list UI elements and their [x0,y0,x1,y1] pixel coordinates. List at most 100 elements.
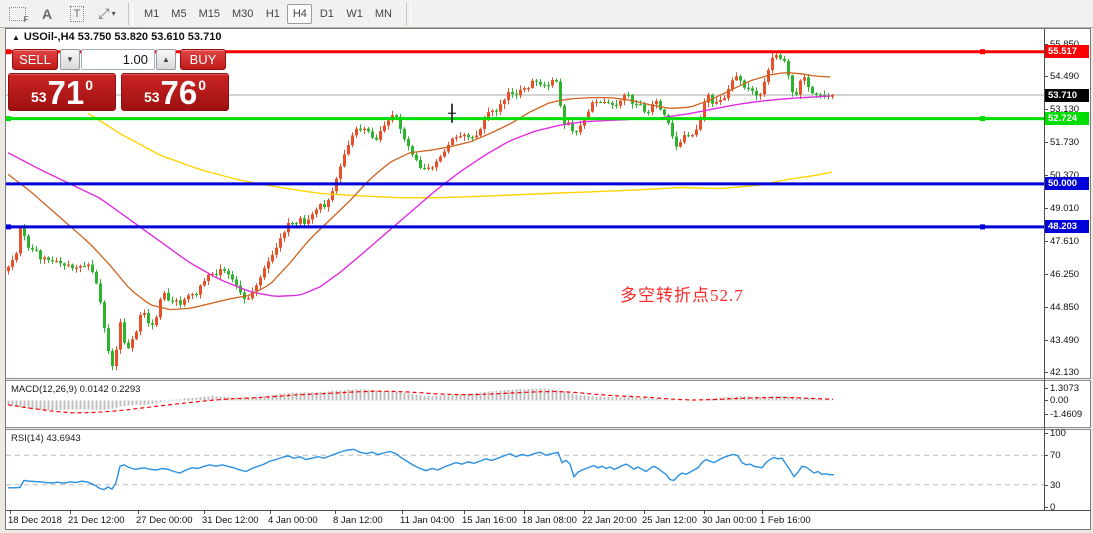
hline-left-handle[interactable] [6,224,11,230]
collapse-triangle-icon: ▲ [12,33,20,42]
rsi-panel-divider[interactable] [6,427,1091,430]
price-tick-label: 44.850 [1050,302,1080,314]
hline-right-handle[interactable] [980,49,985,55]
text-box-icon[interactable]: T [64,3,90,25]
rsi-indicator-canvas[interactable] [6,430,1044,509]
price-tick-mark [1044,307,1048,309]
timeframe-button-h4[interactable]: H4 [287,3,313,24]
buy-price-sup: 0 [198,77,207,93]
time-tick-label: 21 Dec 12:00 [68,515,125,526]
indicator-tick-label: 100 [1050,428,1066,439]
price-tick-label: 54.490 [1050,71,1080,83]
indicator-tick-mark [1044,414,1048,415]
price-line-badge: 52.724 [1045,112,1089,126]
time-tick-mark [138,510,139,514]
timeframe-button-h1[interactable]: H1 [265,7,280,20]
volume-input[interactable] [81,49,155,70]
indicator-tick-label: 0.00 [1050,395,1069,406]
hline-left-handle[interactable] [6,116,11,122]
hline-right-handle[interactable] [980,116,985,122]
text-box-icon-glyph: T [69,5,85,22]
buy-price[interactable]: 53 76 0 [121,73,229,111]
current-price-badge: 53.710 [1045,88,1089,102]
timeframe-button-m5[interactable]: M5 [171,7,187,20]
crosshair-grid-icon-glyph: F [8,6,29,24]
buy-price-main: 76 [160,73,198,111]
time-tick-mark [762,510,763,514]
text-label-icon[interactable]: A [41,5,53,22]
price-tick-mark [1044,108,1048,110]
time-tick-label: 30 Jan 00:00 [702,515,757,526]
sell-price-main: 71 [47,73,85,111]
time-tick-mark [270,510,271,514]
chart-title-text: USOil-,H4 53.750 53.820 53.610 53.710 [23,31,222,43]
rsi-label: RSI(14) 43.6943 [11,433,81,444]
time-tick-mark [464,510,465,514]
timeframe-button-m15[interactable]: M15 [198,7,220,20]
indicator-tick-label: 0 [1050,502,1056,513]
time-tick-label: 25 Jan 12:00 [642,515,697,526]
price-tick-mark [1044,76,1048,78]
time-tick-label: 4 Jan 00:00 [268,515,318,526]
price-tick-label: 43.490 [1050,334,1080,346]
price-tick-label: 46.250 [1050,268,1080,280]
time-tick-mark [584,510,585,514]
toolbar: F A T ⤢ ▾ M1 M5 M15 M30 H1 H4 D1 W1 MN [0,0,1093,28]
sell-button[interactable]: SELL [12,49,58,70]
timeframe-button-m1[interactable]: M1 [144,7,160,20]
time-tick-label: 1 Feb 16:00 [760,515,811,526]
price-axis-border [1044,29,1045,510]
price-tick-label: 47.610 [1050,236,1080,248]
time-tick-mark [704,510,705,514]
macd-indicator-canvas[interactable] [6,381,1044,427]
buy-button[interactable]: BUY [180,49,226,70]
timeframe-button-w1[interactable]: W1 [346,7,363,20]
time-tick-mark [70,510,71,514]
price-line-badge: 50.000 [1045,177,1089,191]
price-tick-mark [1044,142,1048,144]
indicator-tick-mark [1044,455,1048,456]
price-tick-label: 55.850 [1050,39,1079,50]
timeframe-button-mn[interactable]: MN [374,7,392,20]
main-chart-canvas[interactable] [6,29,1044,378]
indicator-tick-mark [1044,485,1048,486]
price-tick-mark [1044,207,1048,209]
toolbar-separator [405,2,411,25]
hline-left-handle[interactable] [6,49,11,55]
time-tick-mark [204,510,205,514]
chart-window [5,28,1091,530]
price-tick-mark [1044,372,1048,374]
time-axis-border [6,510,1091,511]
indicator-tick-label: 30 [1050,480,1061,491]
price-tick-mark [1044,241,1048,243]
timeframe-button-m30[interactable]: M30 [231,7,254,20]
indicator-tick-label: -1.4609 [1050,409,1083,420]
chart-title: ▲ USOil-,H4 53.750 53.820 53.610 53.710 [12,31,221,43]
indicator-tick-mark [1044,388,1048,389]
hline-right-handle[interactable] [980,224,985,230]
time-tick-label: 31 Dec 12:00 [202,515,259,526]
sell-price-int: 53 [30,89,47,105]
sell-price-sup: 0 [85,77,94,93]
time-tick-label: 18 Jan 08:00 [522,515,577,526]
price-tick-label: 49.010 [1050,202,1080,214]
time-tick-label: 11 Jan 04:00 [400,515,455,526]
price-line-badge: 55.517 [1045,45,1089,59]
price-line-badge: 48.203 [1045,220,1089,234]
macd-label: MACD(12,26,9) 0.0142 0.2293 [11,384,141,395]
crosshair-grid-icon[interactable]: F [4,3,30,25]
price-tick-label: 53.130 [1050,103,1080,115]
time-tick-label: 18 Dec 2018 [8,515,62,526]
time-tick-label: 22 Jan 20:00 [582,515,637,526]
indicator-tick-label: 1.3073 [1050,383,1080,394]
one-click-trading-panel: SELL ▼ ▲ BUY 53 71 0 53 76 0 [8,47,230,112]
indicator-tick-mark [1044,433,1048,434]
time-tick-mark [10,510,11,514]
arrow-tools-icon[interactable]: ⤢ ▾ [98,5,116,21]
sell-price[interactable]: 53 71 0 [8,73,116,111]
volume-increase-button[interactable]: ▲ [156,49,176,70]
time-tick-mark [402,510,403,514]
volume-decrease-button[interactable]: ▼ [60,49,80,70]
macd-panel-divider[interactable] [6,378,1091,381]
timeframe-button-d1[interactable]: D1 [319,7,334,20]
